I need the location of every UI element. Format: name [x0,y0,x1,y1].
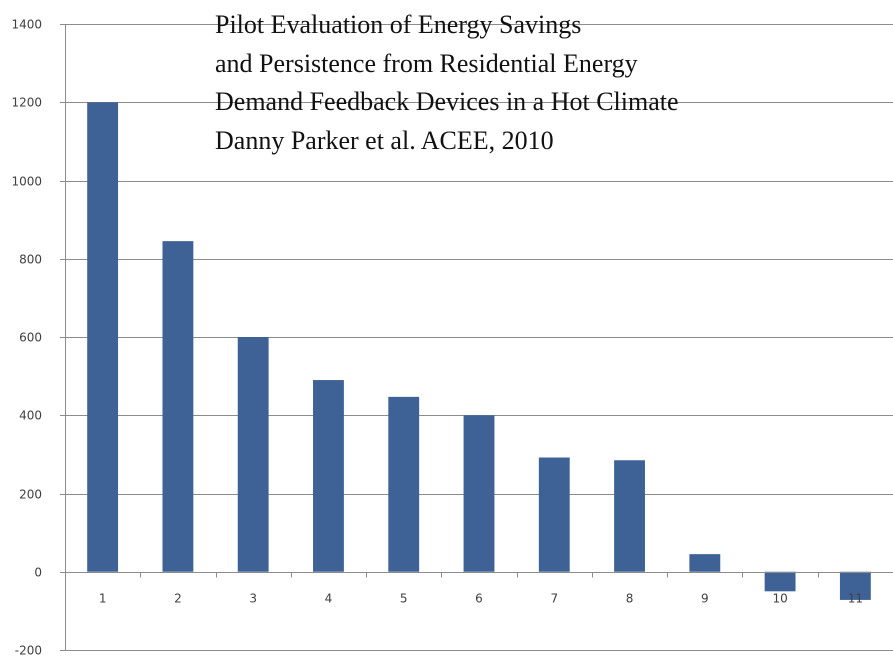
y-tick-label: 600 [19,331,42,345]
bar-3 [237,337,269,572]
x-tick-label: 3 [249,592,257,606]
x-tick-label: 9 [701,592,709,606]
y-tick-label: 1000 [11,175,42,189]
y-tick-label: 200 [19,488,42,502]
bar-2 [162,241,194,572]
title-line-1: Pilot Evaluation of Energy Savings [215,10,581,39]
x-tick-labels: 1 2 3 4 5 6 7 8 9 10 11 [99,592,863,606]
y-tick-label: 1400 [11,18,42,32]
x-tick-label: 5 [400,592,408,606]
x-tick-label: 10 [772,592,787,606]
x-tick-label: 11 [848,592,863,606]
title-line-3: Demand Feedback Devices in a Hot Climate [215,87,679,116]
bar-11 [839,571,871,600]
x-tick-label: 8 [626,592,634,606]
x-tick-label: 2 [174,592,182,606]
y-tick-label: 800 [19,253,42,267]
bar-1 [87,102,119,572]
bar-7 [538,457,570,572]
bar-10 [764,571,796,592]
bar-5 [388,396,420,572]
y-tick-label: 1200 [11,96,42,110]
bars [87,102,871,600]
y-tick-label: -200 [15,644,42,657]
chart-title: Pilot Evaluation of Energy Savings and P… [215,10,685,155]
bar-9 [689,554,721,572]
title-line-2: and Persistence from Residential Energy [215,49,638,78]
axes [60,24,893,651]
x-tick-label: 1 [99,592,107,606]
bar-8 [614,460,645,572]
x-tick-label: 4 [325,592,333,606]
y-tick-label: 400 [19,409,42,423]
y-tick-labels: 1400 1200 1000 800 600 400 200 0 -200 [11,18,42,657]
x-tick-label: 7 [550,592,558,606]
y-tick-label: 0 [34,566,42,580]
bar-4 [313,380,344,572]
title-line-4: Danny Parker et al. ACEE, 2010 [215,126,554,155]
x-tick-label: 6 [475,592,483,606]
bar-6 [463,415,495,572]
